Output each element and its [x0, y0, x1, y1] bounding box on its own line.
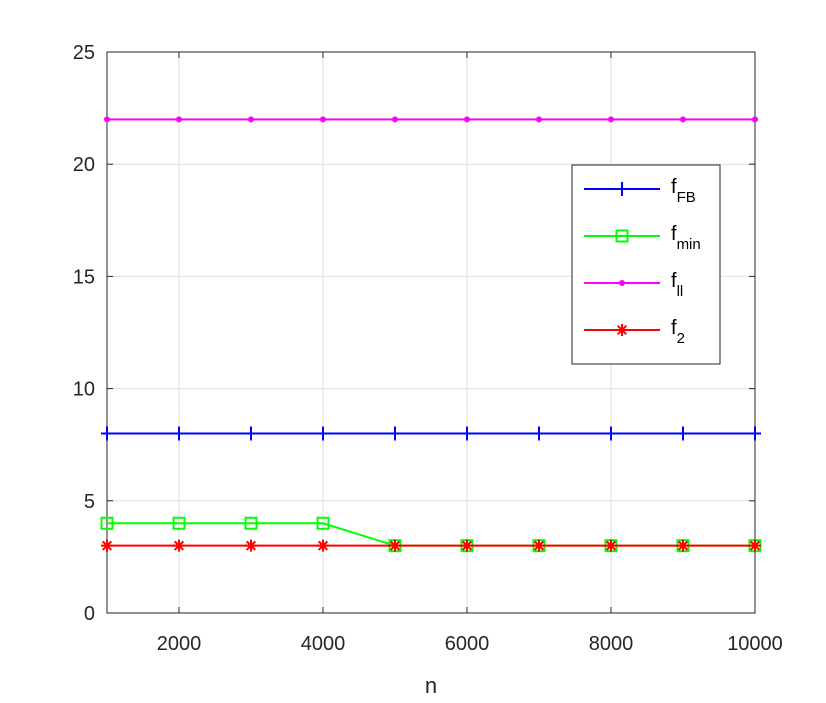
asterisk-marker	[533, 539, 545, 552]
x-tick-label: 10000	[727, 633, 783, 655]
plus-marker	[245, 426, 257, 441]
legend-box	[571, 164, 721, 365]
plus-marker	[605, 426, 617, 441]
legend-item: fFB	[584, 176, 696, 206]
x-axis-label: n	[425, 673, 437, 698]
y-tick-label: 5	[84, 491, 95, 513]
asterisk-marker	[605, 539, 617, 552]
square-marker	[100, 516, 114, 530]
asterisk-marker	[677, 539, 689, 552]
dot-marker	[464, 116, 470, 123]
square-marker	[316, 516, 330, 530]
y-tick-label: 15	[73, 266, 95, 288]
dot-marker	[536, 116, 542, 123]
plus-marker	[173, 426, 185, 441]
asterisk-marker	[317, 539, 329, 552]
dot-marker	[608, 116, 614, 123]
plus-marker	[749, 426, 761, 441]
plus-marker	[389, 426, 401, 441]
square-marker	[172, 516, 186, 530]
axis-ticks: 2000 4000 6000 8000 10000 0 5 10 15 20 25	[73, 42, 783, 655]
plus-marker	[616, 182, 628, 196]
dot-marker	[752, 116, 758, 123]
x-tick-label: 4000	[301, 633, 346, 655]
dot-marker	[680, 116, 686, 123]
plus-marker	[461, 426, 473, 441]
series-line	[107, 522, 755, 547]
x-tick-label: 2000	[157, 633, 202, 655]
legend-item: f2	[584, 317, 685, 347]
asterisk-marker	[173, 539, 185, 552]
y-tick-label: 0	[84, 603, 95, 625]
asterisk-marker	[101, 539, 113, 552]
legend-label: fmin	[671, 223, 701, 253]
legend-label: f2	[671, 317, 685, 347]
dot-marker	[320, 116, 326, 123]
legend-item: fll	[584, 270, 683, 300]
y-tick-label: 10	[73, 379, 95, 401]
plus-marker	[533, 426, 545, 441]
plot-area-frame	[106, 51, 756, 614]
series-f-ll	[104, 116, 758, 123]
asterisk-marker	[749, 539, 761, 552]
asterisk-marker	[461, 539, 473, 552]
plus-marker	[101, 426, 113, 441]
y-tick-label: 25	[73, 42, 95, 64]
dot-marker	[619, 280, 625, 286]
dot-marker	[392, 116, 398, 123]
x-tick-label: 6000	[445, 633, 490, 655]
dot-marker	[176, 116, 182, 123]
y-tick-label: 20	[73, 154, 95, 176]
series-f-fb	[101, 426, 761, 441]
legend: fFB fmin fll f2	[571, 164, 721, 365]
square-marker	[615, 229, 629, 243]
plus-marker	[677, 426, 689, 441]
dot-marker	[104, 116, 110, 123]
series-f-2	[101, 539, 761, 552]
series-group	[100, 116, 762, 553]
asterisk-marker	[616, 324, 628, 336]
legend-label: fFB	[671, 176, 696, 206]
x-tick-label: 8000	[589, 633, 634, 655]
legend-label: fll	[671, 270, 683, 300]
asterisk-marker	[389, 539, 401, 552]
asterisk-marker	[245, 539, 257, 552]
square-marker	[244, 516, 258, 530]
plus-marker	[317, 426, 329, 441]
legend-item: fmin	[584, 223, 701, 253]
dot-marker	[248, 116, 254, 123]
